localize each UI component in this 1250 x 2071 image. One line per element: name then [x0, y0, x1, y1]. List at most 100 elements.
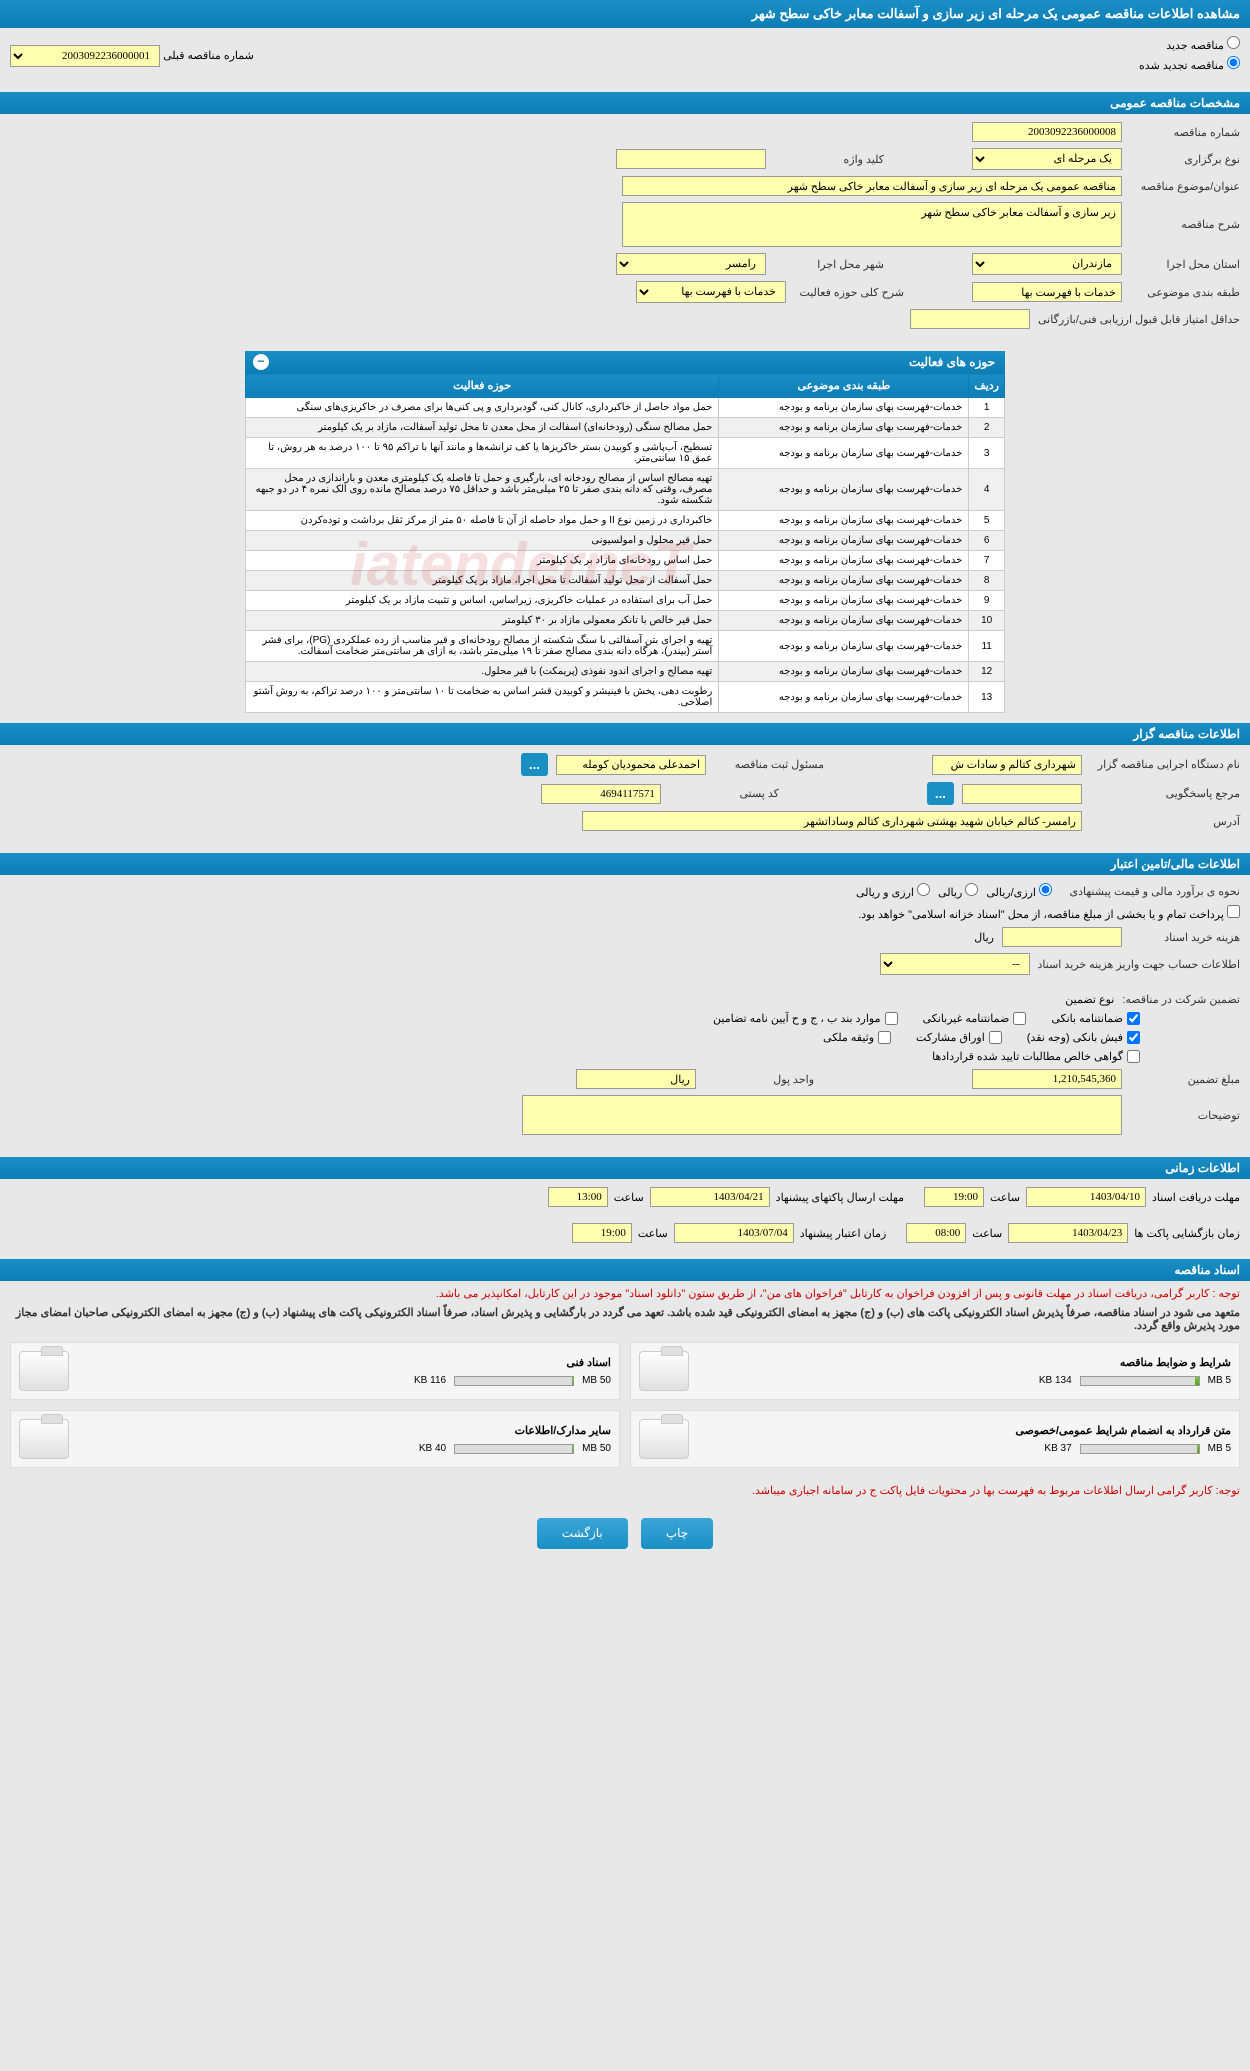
tender-no-label: شماره مناقصه — [1130, 126, 1240, 139]
ref-input[interactable] — [962, 784, 1082, 804]
postal-input[interactable] — [541, 784, 661, 804]
province-label: استان محل اجرا — [1130, 258, 1240, 271]
province-select[interactable]: مازندران — [972, 253, 1122, 275]
row-category: خدمات-فهرست بهای سازمان برنامه و بودجه — [719, 398, 969, 418]
section-organizer-header: اطلاعات مناقصه گزار — [0, 723, 1250, 745]
receive-time[interactable] — [924, 1187, 984, 1207]
row-activity: تهیه و اجرای بتن آسفالتی با سنگ شکسته از… — [246, 631, 719, 662]
receive-date[interactable] — [1026, 1187, 1146, 1207]
valid-time[interactable] — [572, 1223, 632, 1243]
radio-new-tender[interactable]: مناقصه جدید — [1139, 36, 1240, 52]
scope-select[interactable]: خدمات با فهرست بها — [636, 281, 786, 303]
radio-rial[interactable]: ارزی/ریالی — [986, 883, 1052, 899]
radio-foreign[interactable]: ارزی و ریالی — [856, 883, 930, 899]
open-time[interactable] — [906, 1223, 966, 1243]
doc-item[interactable]: متن قرارداد به انضمام شرایط عمومی/خصوصی … — [630, 1410, 1240, 1468]
print-button[interactable]: چاپ — [641, 1518, 713, 1549]
ref-more-button[interactable]: ... — [927, 782, 954, 805]
postal-label: کد پستی — [669, 787, 779, 800]
send-time[interactable] — [548, 1187, 608, 1207]
section-financial-header: اطلاعات مالی/تامین اعتبار — [0, 853, 1250, 875]
check-receipt[interactable]: فیش بانکی (وجه نقد) — [1027, 1031, 1140, 1044]
doc-current-size: 40 KB — [419, 1443, 446, 1454]
receive-label: مهلت دریافت اسناد — [1152, 1191, 1240, 1204]
docs-footer-note: توجه: کاربر گرامی ارسال اطلاعات مربوط به… — [0, 1478, 1250, 1503]
docs-notice-1: توجه : کاربر گرامی، دریافت اسناد در مهلت… — [0, 1281, 1250, 1306]
row-number: 10 — [969, 611, 1005, 631]
org-name-input[interactable] — [932, 755, 1082, 775]
city-select[interactable]: رامسر — [616, 253, 766, 275]
open-date[interactable] — [1008, 1223, 1128, 1243]
scope-label: شرح کلی حوزه فعالیت — [794, 286, 904, 299]
general-form: شماره مناقصه نوع برگزاری یک مرحله ای کلی… — [0, 114, 1250, 343]
valid-date[interactable] — [674, 1223, 794, 1243]
receive-time-label: ساعت — [990, 1191, 1020, 1204]
tender-no-input[interactable] — [972, 122, 1122, 142]
back-button[interactable]: بازگشت — [537, 1518, 628, 1549]
row-number: 5 — [969, 511, 1005, 531]
account-select[interactable]: -- — [880, 953, 1030, 975]
radio-renewed-tender[interactable]: مناقصه تجدید شده — [1139, 56, 1240, 72]
table-row: 9 خدمات-فهرست بهای سازمان برنامه و بودجه… — [246, 591, 1005, 611]
organizer-block: نام دستگاه اجرایی مناقصه گزار مسئول ثبت … — [0, 745, 1250, 845]
notes-label: توضیحات — [1130, 1109, 1240, 1122]
progress-bar — [1080, 1376, 1200, 1386]
row-category: خدمات-فهرست بهای سازمان برنامه و بودجه — [719, 571, 969, 591]
collapse-icon[interactable]: − — [253, 354, 269, 370]
keyword-input[interactable] — [616, 149, 766, 169]
section-docs-header: اسناد مناقصه — [0, 1259, 1250, 1281]
check-receivables[interactable]: گواهی خالص مطالبات تایید شده قراردادها — [932, 1050, 1140, 1063]
prev-tender-select[interactable]: 2003092236000001 — [10, 45, 160, 67]
doc-item[interactable]: اسناد فنی 50 MB 116 KB — [10, 1342, 620, 1400]
subject-input[interactable] — [622, 176, 1122, 196]
page-title-bar: مشاهده اطلاعات مناقصه عمومی یک مرحله ای … — [0, 0, 1250, 28]
unit-rial: ریال — [974, 931, 994, 944]
table-row: 12 خدمات-فهرست بهای سازمان برنامه و بودج… — [246, 662, 1005, 682]
row-number: 13 — [969, 682, 1005, 713]
type-select[interactable]: یک مرحله ای — [972, 148, 1122, 170]
ref-label: مرجع پاسخگویی — [1090, 787, 1240, 800]
folder-icon — [639, 1351, 689, 1391]
category-input[interactable] — [972, 282, 1122, 302]
check-bonds[interactable]: اوراق مشارکت — [916, 1031, 1002, 1044]
guarantee-amount-input[interactable] — [972, 1069, 1122, 1089]
financial-block: نحوه ی برآورد مالی و قیمت پیشنهادی ارزی/… — [0, 875, 1250, 1149]
row-category: خدمات-فهرست بهای سازمان برنامه و بودجه — [719, 611, 969, 631]
activity-table: ردیف طبقه بندی موضوعی حوزه فعالیت 1 خدما… — [245, 373, 1005, 713]
folder-icon — [19, 1351, 69, 1391]
row-number: 12 — [969, 662, 1005, 682]
check-bank-guarantee[interactable]: ضمانتنامه بانکی — [1051, 1012, 1140, 1025]
check-property[interactable]: وثیقه ملکی — [823, 1031, 891, 1044]
check-nonbank[interactable]: ضمانتنامه غیربانکی — [923, 1012, 1027, 1025]
row-activity: حمل قیر محلول و امولسيونى — [246, 531, 719, 551]
min-score-input[interactable] — [910, 309, 1030, 329]
responsible-input[interactable] — [556, 755, 706, 775]
row-number: 11 — [969, 631, 1005, 662]
row-number: 9 — [969, 591, 1005, 611]
desc-textarea[interactable]: زیر سازی و آسفالت معابر خاکی سطح شهر — [622, 202, 1122, 247]
prev-tender-label: شماره مناقصه قبلی — [163, 50, 254, 62]
doc-cost-input[interactable] — [1002, 927, 1122, 947]
doc-current-size: 37 KB — [1044, 1443, 1071, 1454]
table-row: 13 خدمات-فهرست بهای سازمان برنامه و بودج… — [246, 682, 1005, 713]
subject-label: عنوان/موضوع مناقصه — [1130, 180, 1240, 193]
address-input[interactable] — [582, 811, 1082, 831]
row-activity: حمل آب برای استفاده در عملیات خاکریزی، ز… — [246, 591, 719, 611]
check-cases[interactable]: موارد بند ب ، ج و ح آیین نامه تضامین — [713, 1012, 897, 1025]
notes-textarea[interactable] — [522, 1095, 1122, 1135]
row-category: خدمات-فهرست بهای سازمان برنامه و بودجه — [719, 418, 969, 438]
pay-note-check[interactable]: پرداخت تمام و یا بخشی از مبلغ مناقصه، از… — [858, 905, 1240, 921]
unit-label: واحد پول — [704, 1073, 814, 1086]
row-category: خدمات-فهرست بهای سازمان برنامه و بودجه — [719, 438, 969, 469]
row-number: 4 — [969, 469, 1005, 511]
doc-item[interactable]: شرایط و ضوابط مناقصه 5 MB 134 KB — [630, 1342, 1240, 1400]
valid-label: زمان اعتبار پیشنهاد — [800, 1227, 887, 1240]
row-activity: تهیه مصالح اساس از مصالح رودخانه ای، بار… — [246, 469, 719, 511]
row-activity: حمل مصالح سنگی (رودخانه‌ای) اسفالت از مح… — [246, 418, 719, 438]
doc-item[interactable]: سایر مدارک/اطلاعات 50 MB 40 KB — [10, 1410, 620, 1468]
unit-input[interactable] — [576, 1069, 696, 1089]
radio-both[interactable]: ریالی — [938, 883, 978, 899]
more-button[interactable]: ... — [521, 753, 548, 776]
send-date[interactable] — [650, 1187, 770, 1207]
section-general-header: مشخصات مناقصه عمومی — [0, 92, 1250, 114]
